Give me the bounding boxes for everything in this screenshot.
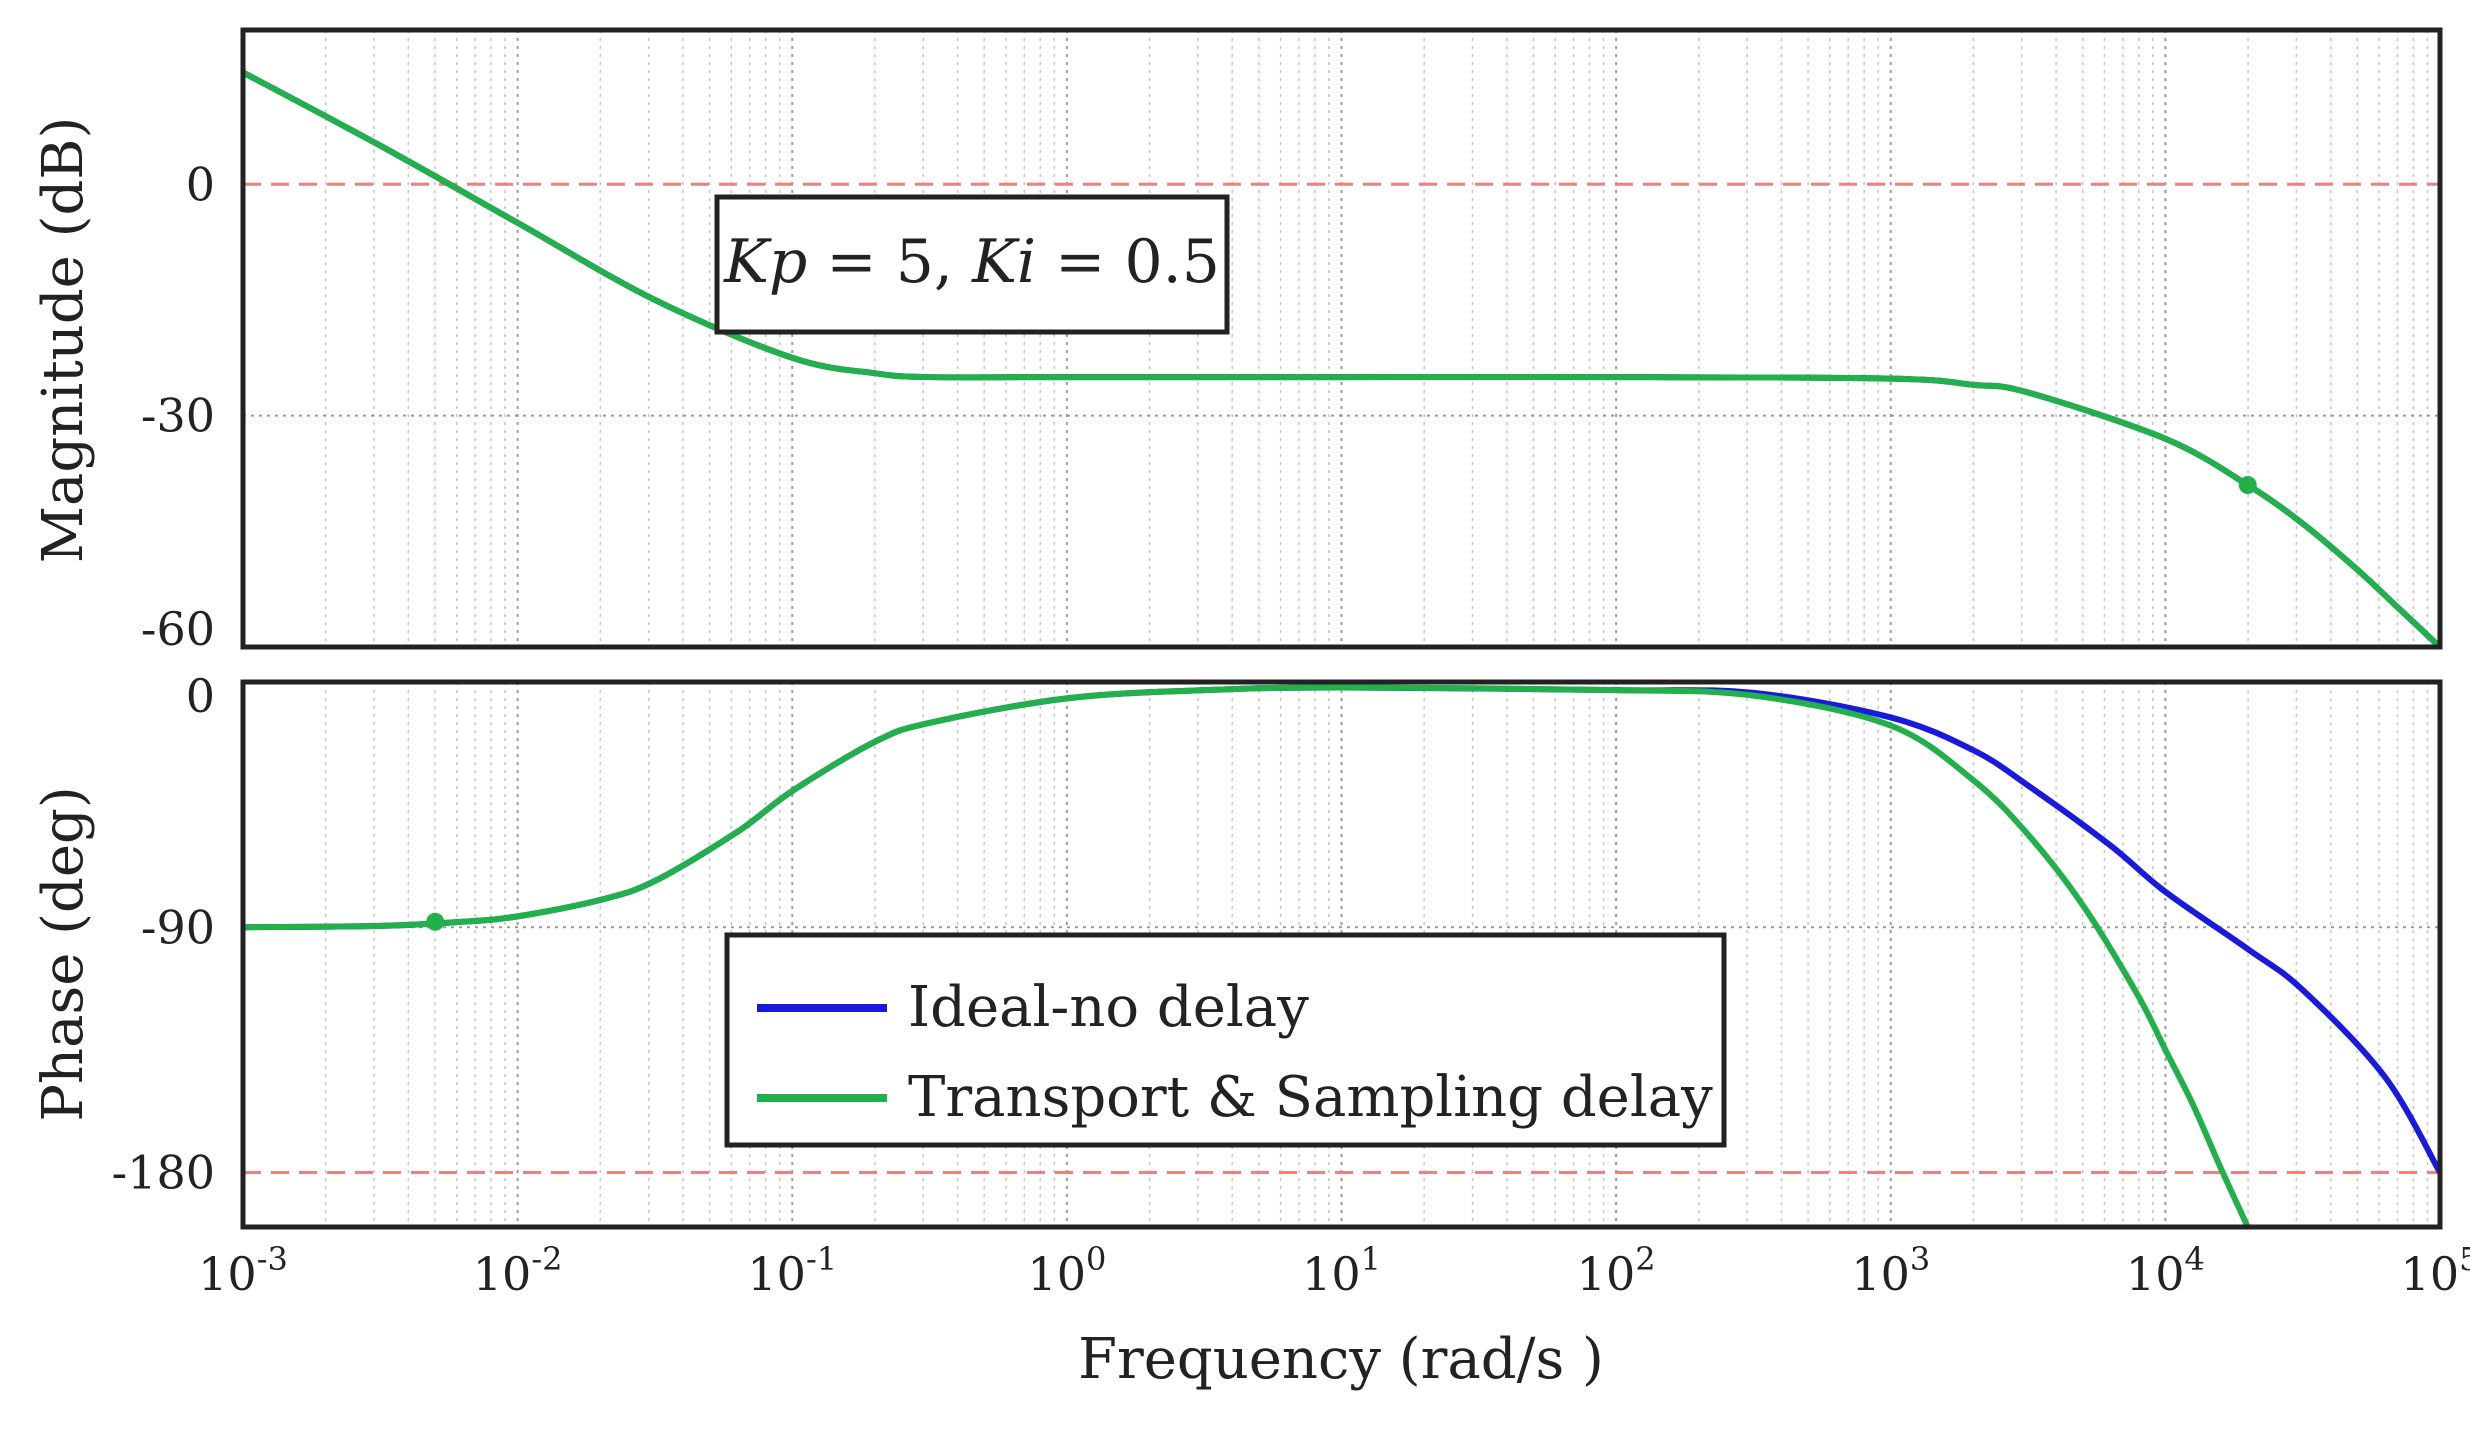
phase-y-tick-label: -90 <box>141 900 215 954</box>
x-tick-label: 100 <box>1027 1240 1106 1301</box>
annotation-ki-value: = 0.5 <box>1036 227 1220 297</box>
x-axis-ticks: 10-3 10-2 10-1 100 101 102 103 104 105 <box>198 1240 2470 1301</box>
magnitude-axis-title: Magnitude (dB) <box>31 117 96 564</box>
magnitude-panel: 0 -30 -60 Magnitude (dB) Kp = 5, Ki = 0.5 <box>31 27 2443 656</box>
x-axis-title: Frequency (rad/s ) <box>1078 1327 1604 1392</box>
phase-series <box>243 684 2440 1227</box>
phase-y-tick-label: -180 <box>112 1146 215 1200</box>
magnitude-data-marker <box>2238 476 2257 495</box>
x-tick-label: 101 <box>1302 1240 1381 1301</box>
phase-frame <box>240 679 2443 1230</box>
magnitude-y-tick-label: -30 <box>141 389 215 443</box>
gain-annotation: Kp = 5, Ki = 0.5 <box>714 194 1230 335</box>
x-tick-label: 105 <box>2401 1240 2470 1301</box>
x-tick-label: 102 <box>1577 1240 1656 1301</box>
phase-y-tick-label: 0 <box>186 669 215 723</box>
annotation-ki: Ki <box>971 227 1036 297</box>
x-tick-label: 10-3 <box>198 1240 288 1301</box>
magnitude-y-ticks: 0 -30 -60 <box>141 157 215 656</box>
phase-y-ticks: 0 -90 -180 <box>112 669 215 1200</box>
svg-text:Kp = 5, Ki = 0.5: Kp = 5, Ki = 0.5 <box>723 227 1220 297</box>
legend-label-transport: Transport & Sampling delay <box>908 1065 1713 1130</box>
phase-panel: 0 -90 -180 Phase (deg) Ideal-no delay Tran… <box>31 669 2443 1230</box>
magnitude-grid <box>243 30 2440 648</box>
magnitude-y-tick-label: 0 <box>186 157 215 211</box>
legend: Ideal-no delay Transport & Sampling dela… <box>724 932 1727 1148</box>
magnitude-frame <box>240 27 2443 650</box>
annotation-kp-value: = 5, <box>807 227 972 297</box>
legend-label-ideal: Ideal-no delay <box>908 975 1309 1040</box>
magnitude-y-tick-label: -60 <box>141 602 215 656</box>
annotation-kp: Kp <box>723 227 807 297</box>
x-tick-label: 103 <box>1851 1240 1930 1301</box>
phase-data-marker <box>426 912 445 931</box>
x-tick-label: 104 <box>2126 1240 2205 1301</box>
phase-axis-title: Phase (deg) <box>31 786 96 1121</box>
phase-series-1 <box>243 684 2252 1227</box>
x-tick-label: 10-1 <box>747 1240 837 1301</box>
x-tick-label: 10-2 <box>473 1240 563 1301</box>
